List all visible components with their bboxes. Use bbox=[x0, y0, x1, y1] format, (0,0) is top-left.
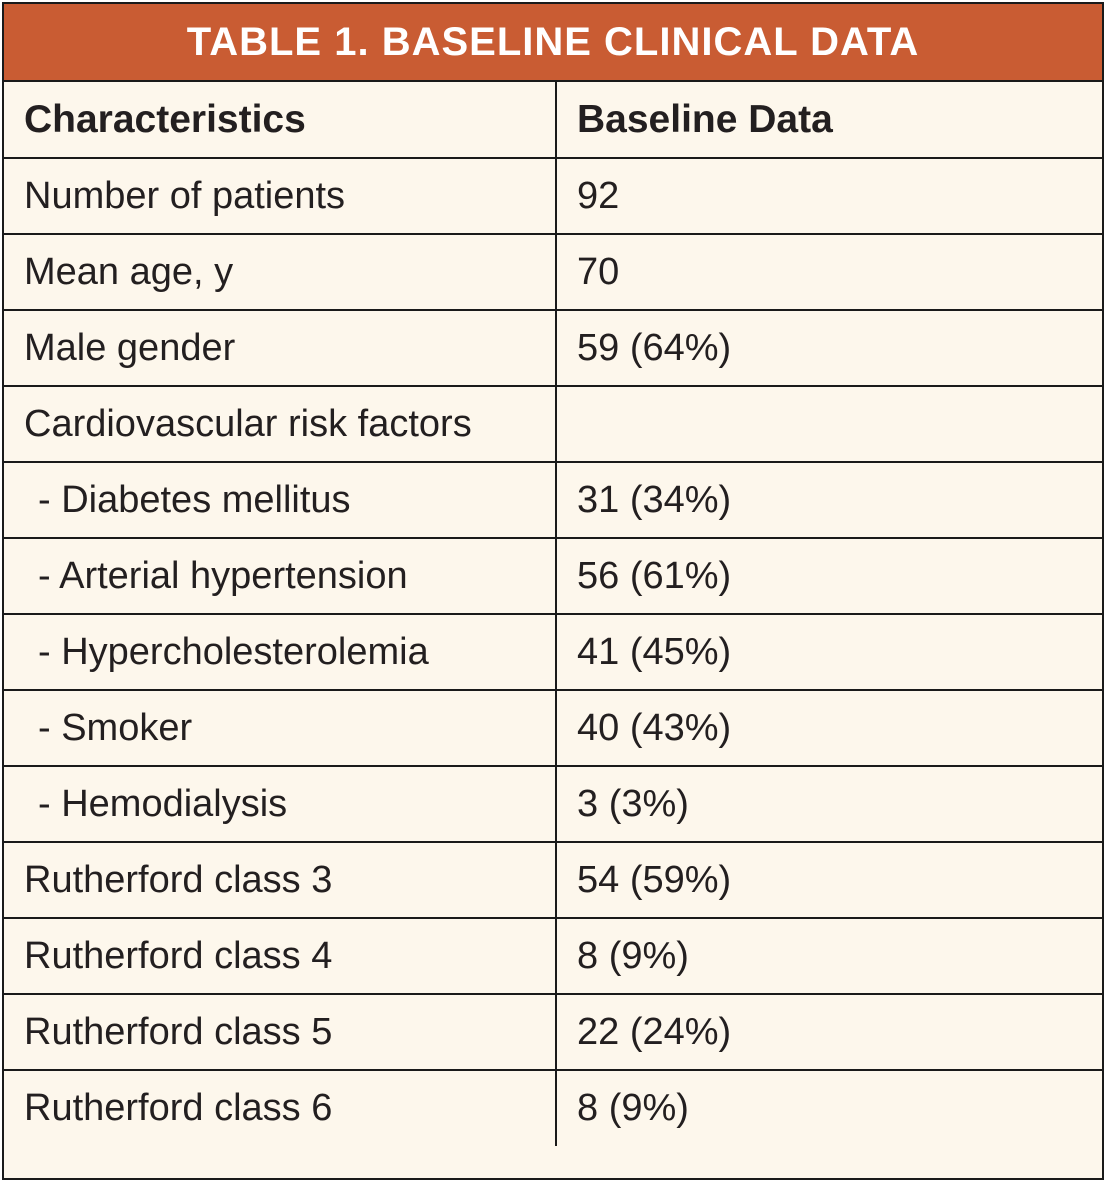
row-value: 56 (61%) bbox=[556, 538, 1102, 615]
row-label: - Arterial hypertension bbox=[4, 538, 557, 615]
row-value: 31 (34%) bbox=[556, 462, 1102, 539]
column-header-characteristics: Characteristics bbox=[4, 82, 557, 159]
table-row: Rutherford class 3 54 (59%) bbox=[4, 842, 1102, 919]
row-value: 54 (59%) bbox=[556, 842, 1102, 919]
header-row: Characteristics Baseline Data bbox=[4, 82, 1102, 159]
row-value: 70 bbox=[556, 234, 1102, 311]
row-value: 8 (9%) bbox=[577, 1087, 689, 1129]
table-row: Rutherford class 4 8 (9%) bbox=[4, 918, 1102, 995]
column-header-baseline-data: Baseline Data bbox=[556, 82, 1102, 159]
row-label: - Hemodialysis bbox=[4, 766, 557, 843]
row-label: Rutherford class 4 bbox=[4, 918, 557, 995]
row-value bbox=[556, 386, 1102, 463]
row-label: Rutherford class 6 bbox=[4, 1070, 557, 1146]
row-label: Rutherford class 3 bbox=[4, 842, 557, 919]
row-label: Rutherford class 5 bbox=[4, 994, 557, 1071]
table-row: Male gender 59 (64%) bbox=[4, 310, 1102, 387]
row-label: - Diabetes mellitus bbox=[4, 462, 557, 539]
table-row: - Hemodialysis 3 (3%) bbox=[4, 766, 1102, 843]
table-row: - Smoker 40 (43%) bbox=[4, 690, 1102, 767]
table-row: Number of patients 92 bbox=[4, 158, 1102, 235]
table-row: - Hypercholesterolemia 41 (45%) bbox=[4, 614, 1102, 691]
data-table: Characteristics Baseline Data Number of … bbox=[4, 82, 1102, 1146]
table-row: Cardiovascular risk factors bbox=[4, 386, 1102, 463]
table-title: TABLE 1. BASELINE CLINICAL DATA bbox=[4, 4, 1102, 82]
row-value: 22 (24%) bbox=[556, 994, 1102, 1071]
row-value: 59 (64%) bbox=[556, 310, 1102, 387]
row-label: - Hypercholesterolemia bbox=[4, 614, 557, 691]
row-value: 41 (45%) bbox=[556, 614, 1102, 691]
table-row: Rutherford class 6 8 (9%) bbox=[4, 1070, 1102, 1146]
row-label: Male gender bbox=[4, 310, 557, 387]
row-label: Cardiovascular risk factors bbox=[4, 386, 557, 463]
table-row: Mean age, y 70 bbox=[4, 234, 1102, 311]
row-label: Mean age, y bbox=[4, 234, 557, 311]
row-value: 40 (43%) bbox=[556, 690, 1102, 767]
row-value: 92 bbox=[556, 158, 1102, 235]
row-value: 3 (3%) bbox=[556, 766, 1102, 843]
row-label: Number of patients bbox=[4, 158, 557, 235]
table-row: - Diabetes mellitus 31 (34%) bbox=[4, 462, 1102, 539]
table-row: Rutherford class 5 22 (24%) bbox=[4, 994, 1102, 1071]
table-row: - Arterial hypertension 56 (61%) bbox=[4, 538, 1102, 615]
row-label: - Smoker bbox=[4, 690, 557, 767]
row-value: 8 (9%) bbox=[556, 918, 1102, 995]
